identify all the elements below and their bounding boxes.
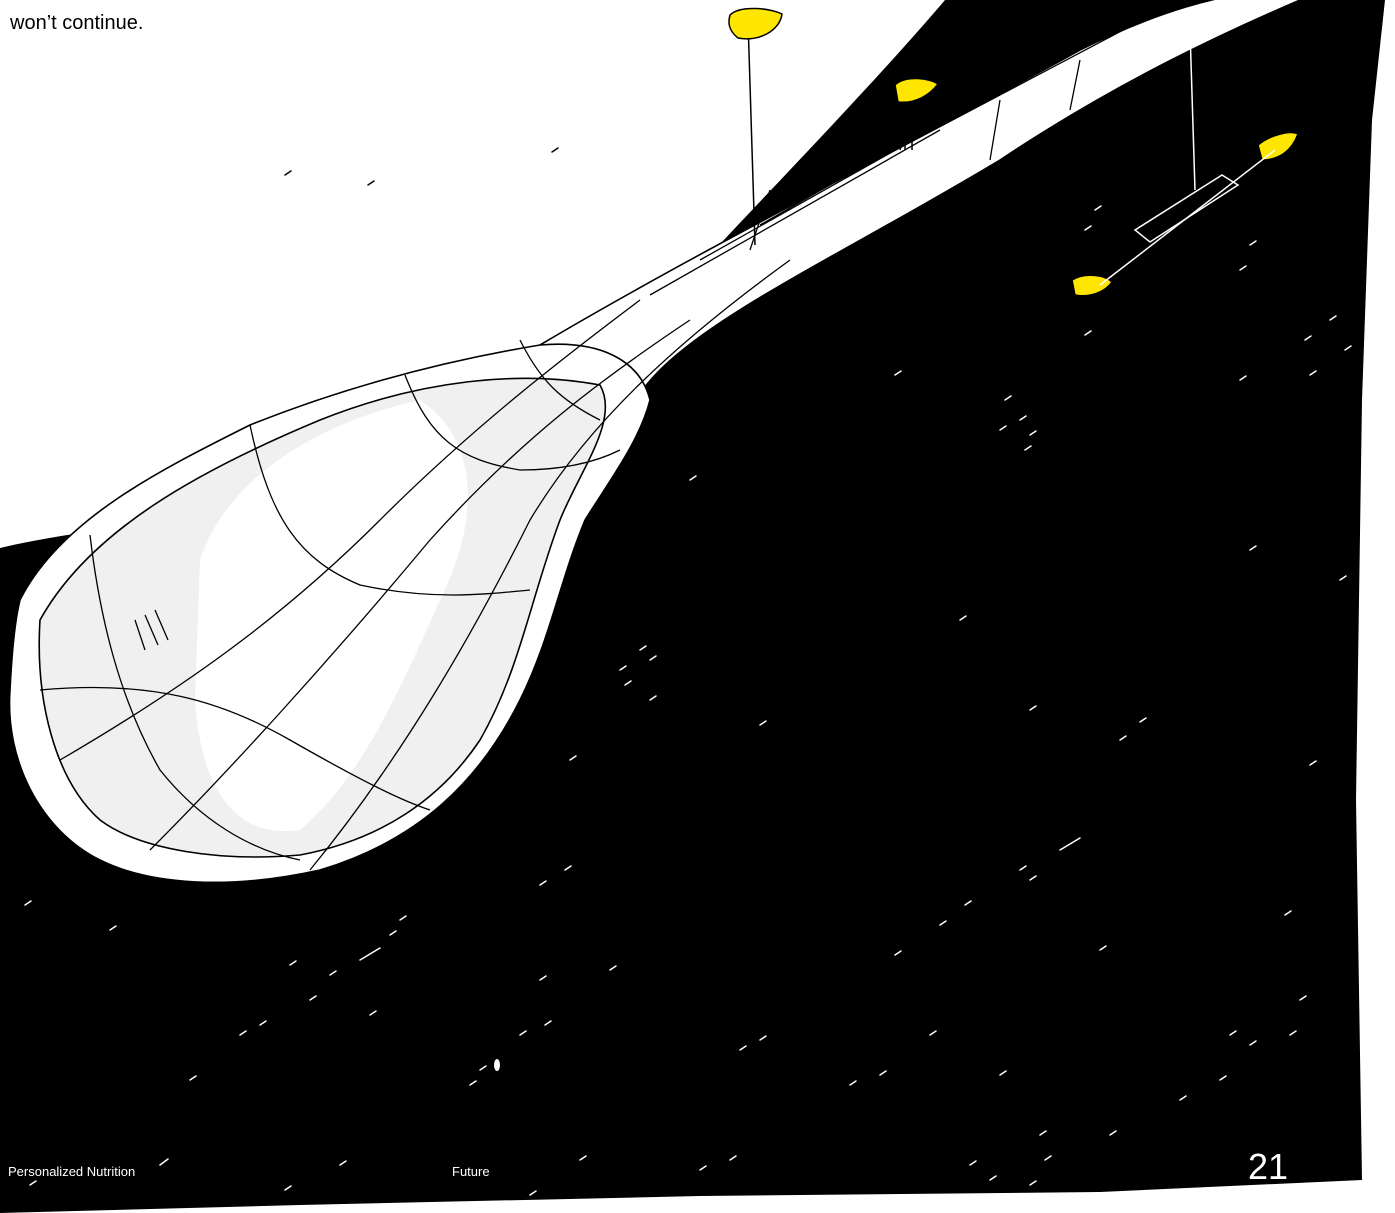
spoon	[8, 0, 1301, 884]
footer-left: Personalized Nutrition	[8, 1164, 136, 1179]
spoon-highlight	[195, 400, 468, 832]
footer-center: Future	[452, 1164, 490, 1179]
spoon-grid	[39, 0, 1181, 871]
page-number: 21	[1248, 1146, 1289, 1187]
body-text: won’t continue.	[10, 12, 144, 34]
lamps	[728, 7, 1299, 297]
stars	[24, 10, 1352, 1196]
